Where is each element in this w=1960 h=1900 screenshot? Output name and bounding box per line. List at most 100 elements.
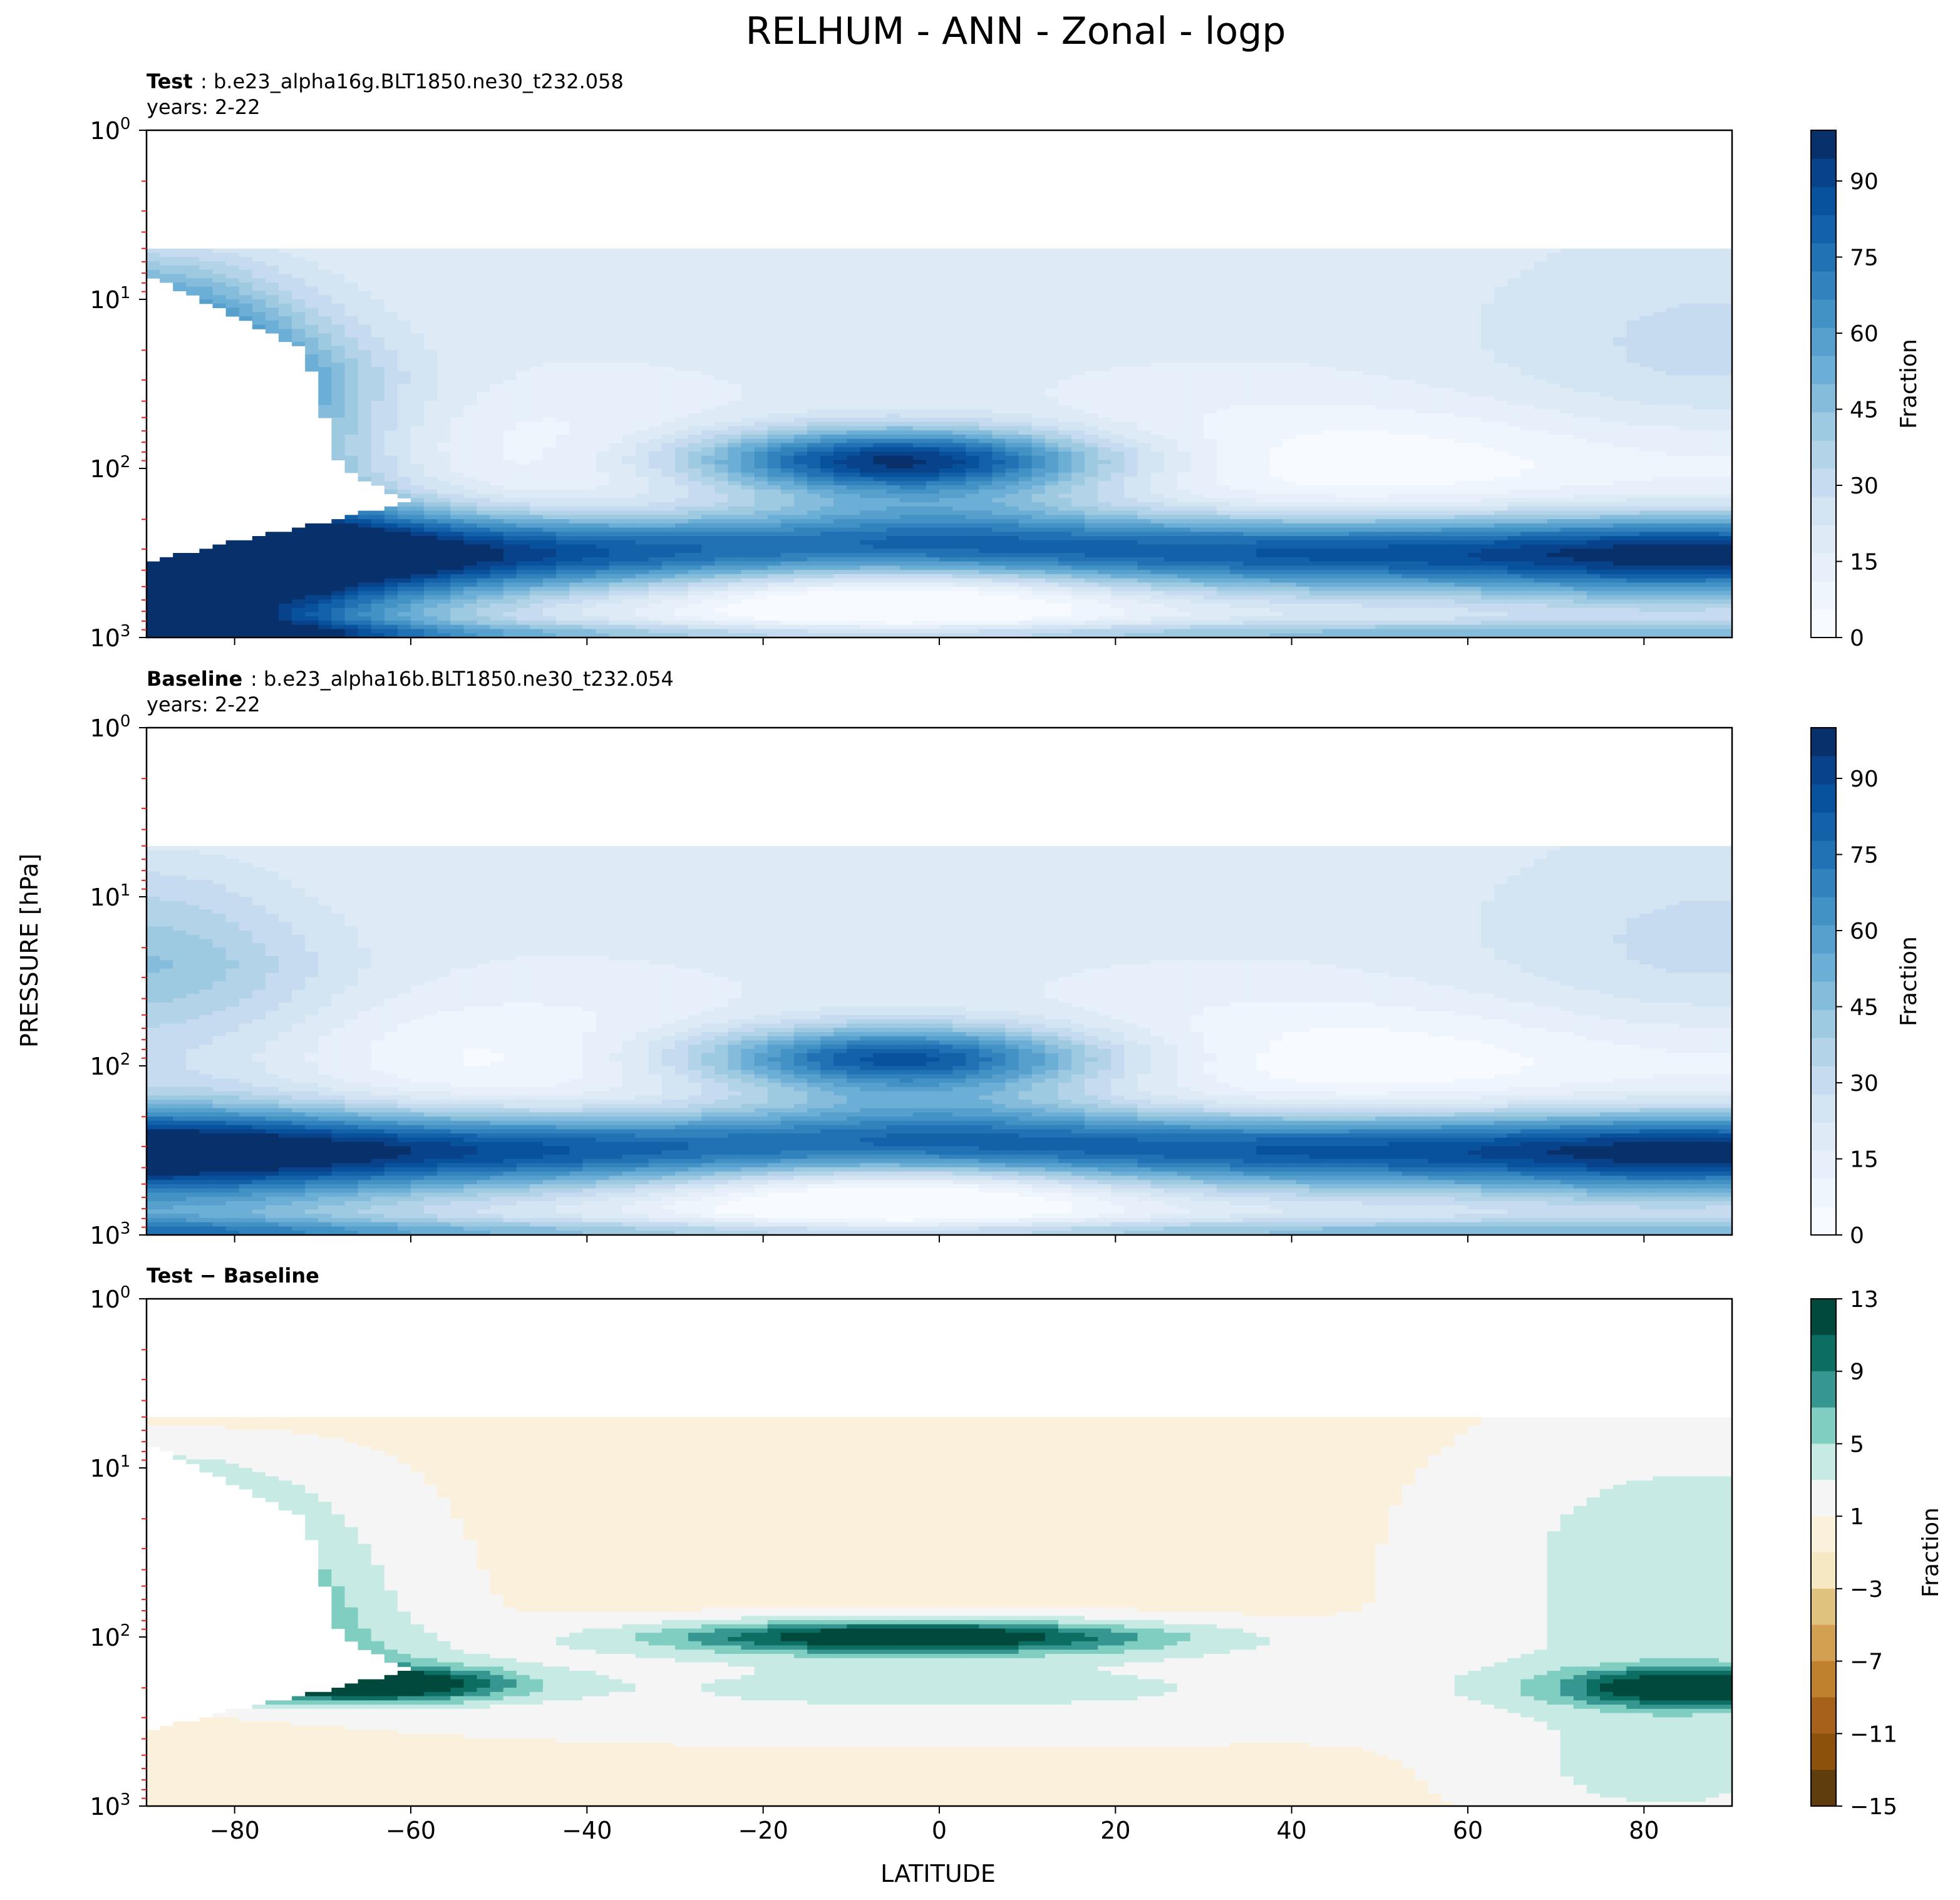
contour-cell <box>1085 359 1098 363</box>
contour-cell <box>1164 350 1178 354</box>
contour-cell <box>1256 418 1270 422</box>
contour-cell <box>345 376 359 380</box>
contour-cell <box>305 346 319 350</box>
contour-cell <box>1507 249 1521 253</box>
contour-cell <box>1177 410 1191 414</box>
contour-cell <box>1032 354 1046 359</box>
contour-cell <box>1006 401 1019 405</box>
contour-cell <box>1309 384 1323 388</box>
contour-cell <box>1706 308 1720 312</box>
contour-cell <box>609 257 623 262</box>
contour-cell <box>1243 342 1257 346</box>
contour-cell <box>1534 376 1548 380</box>
contour-cell <box>1547 350 1561 354</box>
contour-cell <box>1481 410 1495 414</box>
contour-cell <box>609 379 623 384</box>
contour-cell <box>596 304 609 308</box>
contour-cell <box>833 308 847 312</box>
contour-cell <box>1085 282 1098 287</box>
contour-cell <box>1587 316 1601 321</box>
contour-cell <box>1151 376 1165 380</box>
contour-cell <box>688 291 702 296</box>
contour-cell <box>1071 388 1085 393</box>
contour-cell <box>1415 325 1429 329</box>
contour-cell <box>1032 325 1046 329</box>
contour-cell <box>279 316 292 321</box>
contour-cell <box>874 295 887 299</box>
contour-cell <box>1111 367 1125 371</box>
contour-cell <box>1309 422 1323 426</box>
contour-cell <box>490 253 504 257</box>
contour-cell <box>1019 321 1033 325</box>
contour-cell <box>860 304 874 308</box>
contour-cell <box>887 253 900 257</box>
contour-cell <box>833 367 847 371</box>
contour-cell <box>1177 396 1191 401</box>
contour-cell <box>569 422 583 426</box>
contour-cell <box>701 266 715 270</box>
contour-cell <box>807 359 821 363</box>
contour-cell <box>860 371 874 376</box>
contour-cell <box>450 342 464 346</box>
contour-cell <box>820 410 834 414</box>
contour-cell <box>1058 401 1072 405</box>
contour-cell <box>1481 367 1495 371</box>
contour-cell <box>556 435 570 439</box>
contour-cell <box>1520 413 1534 418</box>
contour-cell <box>1706 384 1720 388</box>
contour-cell <box>1388 282 1402 287</box>
contour-cell <box>1296 410 1310 414</box>
contour-cell <box>1204 321 1217 325</box>
contour-cell <box>411 304 425 308</box>
contour-cell <box>979 350 993 354</box>
contour-cell <box>979 338 993 342</box>
contour-cell <box>1415 376 1429 380</box>
contour-cell <box>1111 278 1125 282</box>
contour-cell <box>1006 350 1019 354</box>
contour-cell <box>556 430 570 435</box>
contour-cell <box>1151 426 1165 431</box>
contour-cell <box>1164 274 1178 279</box>
contour-cell <box>1124 413 1138 418</box>
contour-cell <box>1587 266 1601 270</box>
contour-cell <box>1375 278 1389 282</box>
contour-cell <box>331 422 345 426</box>
contour-cell <box>860 325 874 329</box>
contour-cell <box>1032 266 1046 270</box>
contour-cell <box>1574 410 1587 414</box>
contour-cell <box>926 363 940 367</box>
contour-cell <box>450 278 464 282</box>
contour-cell <box>1534 430 1548 435</box>
contour-cell <box>741 350 755 354</box>
contour-cell <box>530 350 544 354</box>
contour-cell <box>1600 388 1614 393</box>
contour-cell <box>820 384 834 388</box>
contour-cell <box>1190 299 1204 304</box>
contour-cell <box>1230 291 1244 296</box>
contour-cell <box>1151 435 1165 439</box>
contour-cell <box>305 325 319 329</box>
contour-cell <box>1256 282 1270 287</box>
contour-cell <box>450 410 464 414</box>
contour-cell <box>1045 312 1059 316</box>
contour-cell <box>1217 410 1230 414</box>
contour-cell <box>556 257 570 262</box>
contour-cell <box>398 278 411 282</box>
contour-cell <box>543 396 557 401</box>
contour-cell <box>1204 413 1217 418</box>
contour-cell <box>741 329 755 333</box>
contour-cell <box>1256 338 1270 342</box>
contour-cell <box>1587 282 1601 287</box>
contour-cell <box>1111 316 1125 321</box>
contour-cell <box>1706 367 1720 371</box>
contour-cell <box>186 278 200 282</box>
contour-cell <box>662 354 676 359</box>
contour-cell <box>714 367 728 371</box>
contour-cell <box>794 410 808 414</box>
contour-cell <box>1309 261 1323 266</box>
contour-cell <box>424 379 438 384</box>
contour-cell <box>1442 316 1455 321</box>
contour-cell <box>1164 342 1178 346</box>
contour-cell <box>450 308 464 312</box>
contour-cell <box>1177 299 1191 304</box>
